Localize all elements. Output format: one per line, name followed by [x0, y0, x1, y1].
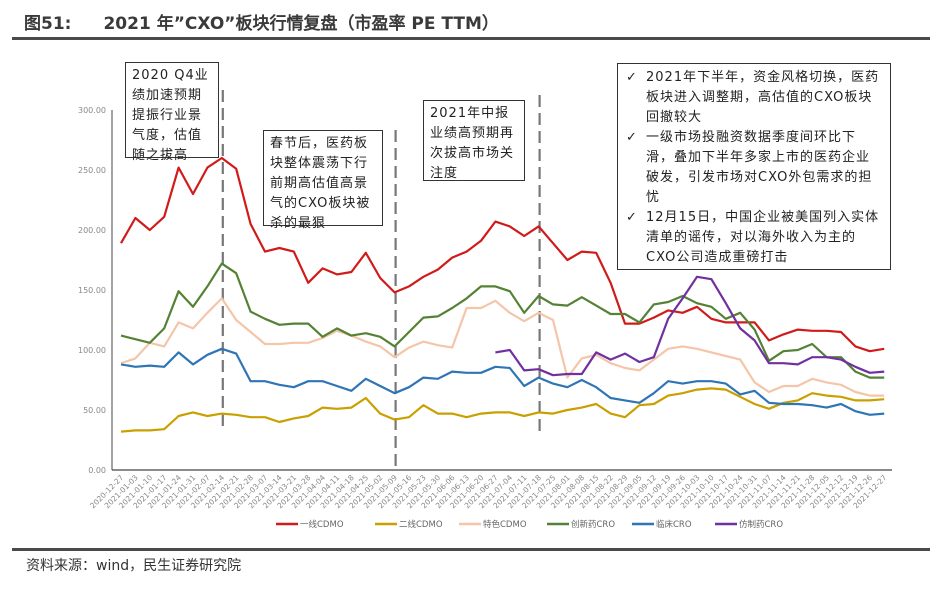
note-item: ✓ 12月15日，中国企业被美国列入实体清单的谣传，对以海外收入为主的CXO公司造…	[626, 208, 882, 268]
legend-label: 临床CRO	[656, 519, 692, 530]
note-item: ✓ 2021年下半年，资金风格切换，医药板块进入调整期，高估值的CXO板块回撤较大	[626, 68, 882, 128]
annotation-spring-festival: 春节后，医药板块整体震荡下行前期高估值高景气的CXO板块被杀的最狠	[263, 130, 383, 231]
note-item: ✓ 一级市场投融资数据季度间环比下滑，叠加下半年多家上市的医药企业破发，引发市场对…	[626, 128, 882, 208]
legend-label: 仿制药CRO	[739, 519, 783, 530]
footer-divider	[12, 548, 930, 551]
annotation-q4: 2020 Q4业绩加速预期提振行业景气度，估值随之拔高	[125, 62, 219, 163]
legend-label: 二线CDMO	[399, 519, 443, 530]
y-tick-label: 200.00	[78, 226, 106, 235]
note-text: 2021年下半年，资金风格切换，医药板块进入调整期，高估值的CXO板块回撤较大	[646, 70, 880, 125]
note-text: 12月15日，中国企业被美国列入实体清单的谣传，对以海外收入为主的CXO公司造成…	[646, 210, 880, 265]
checkmark-icon: ✓	[626, 130, 638, 145]
notes-box: ✓ 2021年下半年，资金风格切换，医药板块进入调整期，高估值的CXO板块回撤较大…	[617, 63, 891, 270]
source-note: 资料来源：wind，民生证券研究院	[26, 558, 242, 574]
checkmark-icon: ✓	[626, 210, 638, 225]
series-line-仿制药CRO	[495, 275, 885, 377]
figure-number: 图51:	[24, 14, 72, 34]
figure-title: 图51: 2021 年”CXO”板块行情复盘（市盈率 PE TTM）	[24, 9, 499, 34]
figure-title-text: 2021 年”CXO”板块行情复盘（市盈率 PE TTM）	[103, 14, 499, 34]
y-tick-label: 150.00	[78, 286, 106, 295]
legend-label: 特色CDMO	[483, 519, 527, 530]
series-line-创新药CRO	[120, 262, 885, 379]
y-tick-label: 100.00	[78, 346, 106, 355]
title-divider	[12, 37, 930, 40]
note-text: 一级市场投融资数据季度间环比下滑，叠加下半年多家上市的医药企业破发，引发市场对C…	[646, 130, 873, 205]
legend-label: 创新药CRO	[571, 519, 615, 530]
legend-label: 一线CDMO	[300, 519, 344, 530]
series-line-特色CDMO	[120, 297, 885, 397]
y-tick-label: 50.00	[83, 406, 106, 415]
y-tick-label: 300.00	[78, 106, 106, 115]
series-line-一线CDMO	[120, 156, 885, 353]
y-tick-label: 0.00	[88, 466, 106, 475]
y-tick-label: 250.00	[78, 166, 106, 175]
series-line-二线CDMO	[120, 387, 885, 433]
annotation-interim-report: 2021年中报业绩高预期再次拔高市场关注度	[423, 100, 525, 181]
checkmark-icon: ✓	[626, 70, 638, 85]
line-chart: 0.00 50.00 100.00 150.00 200.00 250.00 300.00 2…	[78, 90, 892, 530]
series-line-临床CRO	[120, 347, 885, 416]
